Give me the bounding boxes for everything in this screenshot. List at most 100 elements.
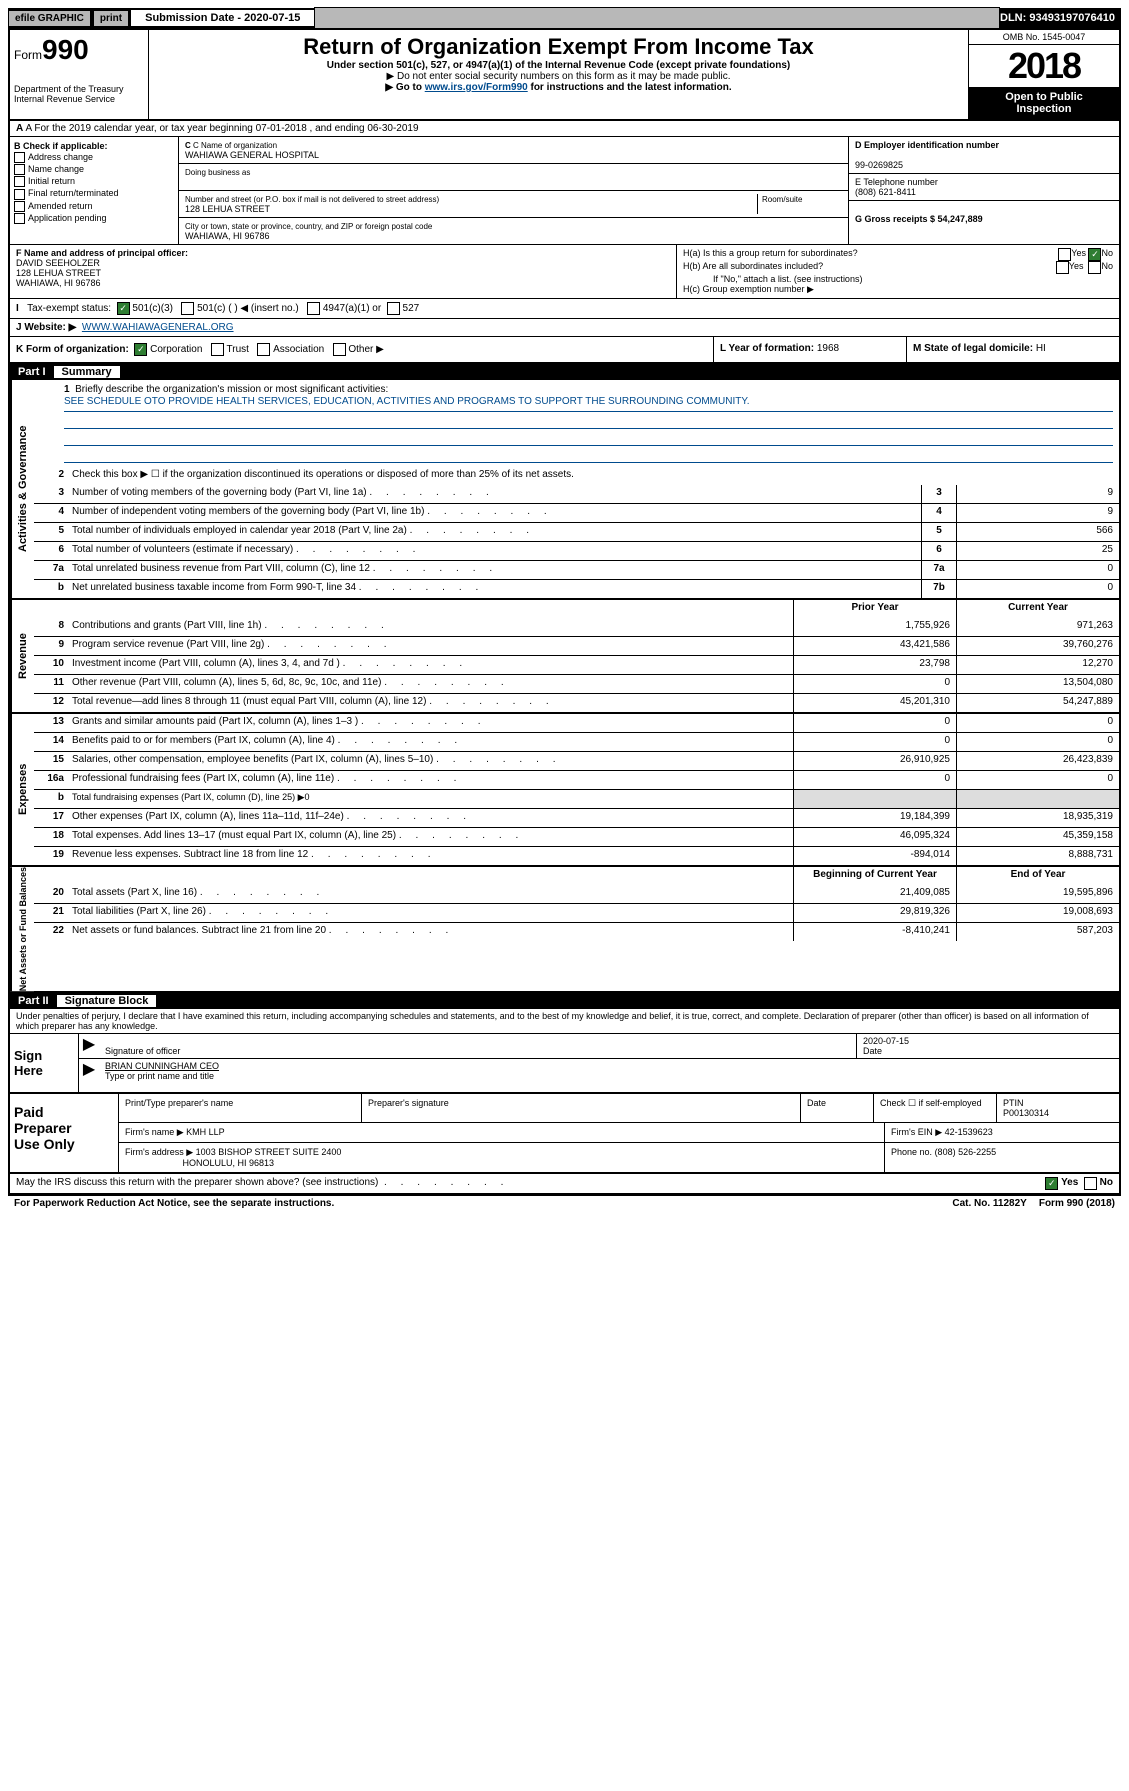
chk-501c3[interactable]: ✓ bbox=[117, 302, 130, 315]
chk-final[interactable] bbox=[14, 189, 25, 200]
expenses-side: Expenses bbox=[10, 714, 34, 865]
paid-label: PaidPreparerUse Only bbox=[10, 1094, 119, 1172]
header-center: Return of Organization Exempt From Incom… bbox=[149, 30, 968, 119]
irs-link[interactable]: www.irs.gov/Form990 bbox=[425, 82, 528, 93]
pra-notice: For Paperwork Reduction Act Notice, see … bbox=[8, 1198, 946, 1209]
firm-addr1: 1003 BISHOP STREET SUITE 2400 bbox=[196, 1147, 342, 1157]
form-sub1: Under section 501(c), 527, or 4947(a)(1)… bbox=[153, 60, 964, 71]
col-d: D Employer identification number 99-0269… bbox=[848, 137, 1119, 244]
hb-no[interactable] bbox=[1088, 261, 1101, 274]
chk-initial[interactable] bbox=[14, 176, 25, 187]
table-row: 10Investment income (Part VIII, column (… bbox=[34, 655, 1119, 674]
begin-year-header: Beginning of Current Year bbox=[793, 867, 956, 885]
open-public: Open to PublicInspection bbox=[969, 87, 1119, 119]
row-klm: K Form of organization: ✓ Corporation Tr… bbox=[10, 337, 1119, 364]
room-label: Room/suite bbox=[762, 195, 802, 204]
mission-text: SEE SCHEDULE OTO PROVIDE HEALTH SERVICES… bbox=[64, 395, 1113, 412]
current-year-header: Current Year bbox=[956, 600, 1119, 618]
prep-date-label: Date bbox=[801, 1094, 874, 1122]
col-h: H(a) Is this a group return for subordin… bbox=[677, 245, 1119, 298]
firm-addr2: HONOLULU, HI 96813 bbox=[183, 1158, 275, 1168]
col-c: C C Name of organization WAHIAWA GENERAL… bbox=[179, 137, 848, 244]
chk-pending[interactable] bbox=[14, 213, 25, 224]
table-row: 21Total liabilities (Part X, line 26)29,… bbox=[34, 903, 1119, 922]
prep-selfemp: Check ☐ if self-employed bbox=[874, 1094, 997, 1122]
addr-label: Number and street (or P.O. box if mail i… bbox=[185, 195, 439, 204]
dept: Department of the TreasuryInternal Reven… bbox=[14, 84, 144, 104]
sign-label: SignHere bbox=[10, 1034, 79, 1092]
website-link[interactable]: WWW.WAHIAWAGENERAL.ORG bbox=[82, 322, 234, 333]
line2: Check this box ▶ ☐ if the organization d… bbox=[68, 467, 1119, 485]
end-year-header: End of Year bbox=[956, 867, 1119, 885]
chk-assoc[interactable] bbox=[257, 343, 270, 356]
table-row: 6Total number of volunteers (estimate if… bbox=[34, 541, 1119, 560]
netassets-section: Net Assets or Fund Balances Beginning of… bbox=[10, 867, 1119, 993]
table-row: 11Other revenue (Part VIII, column (A), … bbox=[34, 674, 1119, 693]
form-container: Form990 Department of the TreasuryIntern… bbox=[8, 28, 1121, 1196]
form-ref: Form 990 (2018) bbox=[1033, 1198, 1121, 1209]
print-btn[interactable]: print bbox=[93, 10, 129, 27]
row-a-text: A For the 2019 calendar year, or tax yea… bbox=[25, 123, 418, 134]
table-row: 19Revenue less expenses. Subtract line 1… bbox=[34, 846, 1119, 865]
chk-amended[interactable] bbox=[14, 201, 25, 212]
ha-no[interactable]: ✓ bbox=[1088, 248, 1101, 261]
row-j: J Website: ▶ WWW.WAHIAWAGENERAL.ORG bbox=[10, 319, 1119, 337]
i-label: Tax-exempt status: bbox=[27, 303, 111, 314]
table-row: 20Total assets (Part X, line 16)21,409,0… bbox=[34, 885, 1119, 903]
submission-date: Submission Date - 2020-07-15 bbox=[131, 10, 314, 26]
header-left: Form990 Department of the TreasuryIntern… bbox=[10, 30, 149, 119]
chk-address[interactable] bbox=[14, 152, 25, 163]
table-row: 7aTotal unrelated business revenue from … bbox=[34, 560, 1119, 579]
col-b: B Check if applicable: Address change Na… bbox=[10, 137, 179, 244]
prep-sig-label: Preparer's signature bbox=[362, 1094, 801, 1122]
officer-name-title: BRIAN CUNNINGHAM CEO bbox=[105, 1061, 219, 1071]
omb: OMB No. 1545-0047 bbox=[969, 30, 1119, 45]
chk-trust[interactable] bbox=[211, 343, 224, 356]
table-row: 14Benefits paid to or for members (Part … bbox=[34, 732, 1119, 751]
discuss-yes[interactable]: ✓ bbox=[1045, 1177, 1058, 1190]
governance-side: Activities & Governance bbox=[10, 380, 34, 598]
top-spacer bbox=[314, 7, 1000, 29]
revenue-side: Revenue bbox=[10, 600, 34, 712]
org-street: 128 LEHUA STREET bbox=[185, 204, 270, 214]
efile-btn[interactable]: efile GRAPHIC bbox=[8, 10, 91, 27]
chk-4947[interactable] bbox=[307, 302, 320, 315]
prep-name-label: Print/Type preparer's name bbox=[119, 1094, 362, 1122]
ha-yes[interactable] bbox=[1058, 248, 1071, 261]
chk-name[interactable] bbox=[14, 164, 25, 175]
top-bar: efile GRAPHIC print Submission Date - 20… bbox=[8, 8, 1121, 28]
org-name: WAHIAWA GENERAL HOSPITAL bbox=[185, 150, 319, 160]
table-row: bTotal fundraising expenses (Part IX, co… bbox=[34, 789, 1119, 808]
d-label: D Employer identification number bbox=[855, 140, 999, 150]
table-row: 17Other expenses (Part IX, column (A), l… bbox=[34, 808, 1119, 827]
officer-addr2: WAHIAWA, HI 96786 bbox=[16, 278, 101, 288]
e-label: E Telephone number bbox=[855, 177, 938, 187]
form-sub3: ▶ Go to www.irs.gov/Form990 for instruct… bbox=[153, 82, 964, 93]
chk-501c[interactable] bbox=[181, 302, 194, 315]
paid-section: PaidPreparerUse Only Print/Type preparer… bbox=[10, 1094, 1119, 1174]
discuss-text: May the IRS discuss this return with the… bbox=[16, 1177, 1045, 1190]
footer: For Paperwork Reduction Act Notice, see … bbox=[8, 1196, 1121, 1211]
chk-other[interactable] bbox=[333, 343, 346, 356]
ein: 99-0269825 bbox=[855, 160, 903, 170]
chk-corp[interactable]: ✓ bbox=[134, 343, 147, 356]
hb-label: H(b) Are all subordinates included? bbox=[683, 261, 1056, 274]
city-label: City or town, state or province, country… bbox=[185, 222, 432, 231]
part1-header: Part I Summary bbox=[10, 364, 1119, 380]
firm-phone: (808) 526-2255 bbox=[935, 1147, 997, 1157]
hc-label: H(c) Group exemption number ▶ bbox=[683, 284, 1113, 295]
sign-section: SignHere ▶ Signature of officer 2020-07-… bbox=[10, 1034, 1119, 1094]
part1-title: Summary bbox=[54, 366, 120, 378]
part2-title: Signature Block bbox=[57, 995, 157, 1007]
ptin: P00130314 bbox=[1003, 1108, 1049, 1118]
hb-yes[interactable] bbox=[1056, 261, 1069, 274]
table-row: 4Number of independent voting members of… bbox=[34, 503, 1119, 522]
col-l: L Year of formation: 1968 bbox=[714, 337, 907, 362]
header: Form990 Department of the TreasuryIntern… bbox=[10, 30, 1119, 121]
discuss-no[interactable] bbox=[1084, 1177, 1097, 1190]
revenue-section: Revenue Prior Year Current Year 8Contrib… bbox=[10, 600, 1119, 714]
table-row: 22Net assets or fund balances. Subtract … bbox=[34, 922, 1119, 941]
declaration: Under penalties of perjury, I declare th… bbox=[10, 1009, 1119, 1034]
section-fh: F Name and address of principal officer:… bbox=[10, 245, 1119, 299]
chk-527[interactable] bbox=[387, 302, 400, 315]
